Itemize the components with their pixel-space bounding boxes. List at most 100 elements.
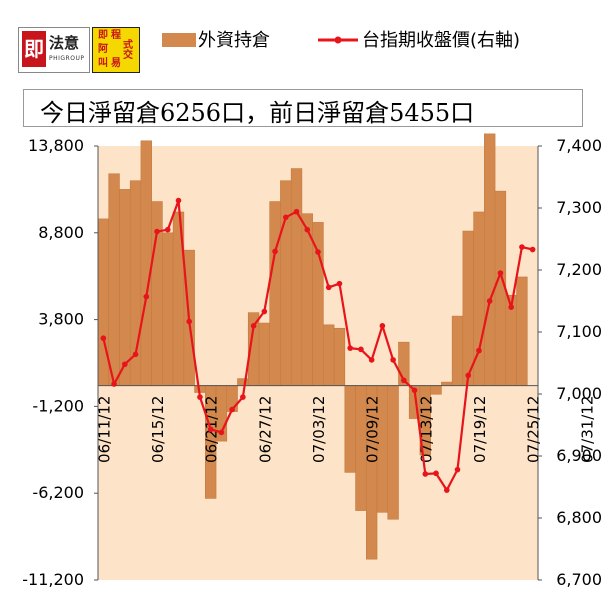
x-tick-label: 06/11/12 bbox=[95, 396, 113, 463]
position-bar bbox=[269, 201, 281, 386]
left-tick-label: 8,800 bbox=[38, 223, 84, 242]
right-tick-label: 7,300 bbox=[556, 198, 602, 217]
x-tick-label: 06/27/12 bbox=[256, 396, 274, 463]
price-point bbox=[143, 293, 150, 300]
brand-mark: 即 bbox=[22, 31, 46, 67]
price-point bbox=[368, 357, 375, 363]
price-point bbox=[529, 246, 536, 253]
price-point bbox=[154, 228, 160, 235]
x-tick-label: 07/09/12 bbox=[364, 396, 382, 463]
x-tick-label: 07/31/12 bbox=[578, 396, 596, 463]
price-point bbox=[229, 406, 235, 413]
logo-char: 式 bbox=[123, 40, 133, 51]
position-bar bbox=[333, 327, 346, 386]
trading-app-logo: 即 程 式 阿 叫 交 易 bbox=[92, 27, 140, 73]
right-tick-label: 6,800 bbox=[556, 508, 602, 527]
position-bar bbox=[484, 133, 496, 386]
price-point bbox=[347, 345, 353, 351]
position-bar bbox=[451, 315, 464, 386]
price-point bbox=[111, 381, 117, 387]
position-bar bbox=[108, 173, 120, 386]
legend-line-swatch bbox=[318, 36, 358, 44]
right-tick-label: 6,700 bbox=[556, 570, 602, 589]
logo-char: 阿 bbox=[98, 44, 108, 55]
price-point bbox=[325, 284, 332, 291]
price-point bbox=[293, 208, 300, 215]
left-tick-label: 13,800 bbox=[28, 136, 84, 155]
legend-bar-swatch bbox=[162, 33, 196, 47]
price-point bbox=[164, 226, 171, 233]
price-point bbox=[454, 466, 461, 473]
legend-line-label: 台指期收盤價(右軸) bbox=[362, 30, 521, 51]
phigroup-logo: 即 法意 PHIGROUP bbox=[18, 27, 90, 73]
left-tick-label: 3,800 bbox=[38, 310, 84, 329]
position-bar bbox=[280, 180, 292, 386]
headline-box: 今日淨留倉6256口，前日淨留倉5455口 bbox=[23, 89, 583, 127]
price-point bbox=[240, 394, 246, 400]
price-point bbox=[465, 372, 472, 379]
price-point bbox=[272, 248, 278, 255]
logo-char: 易 bbox=[111, 58, 121, 69]
price-point bbox=[443, 487, 450, 493]
position-bar bbox=[237, 378, 249, 386]
x-tick-label: 07/19/12 bbox=[471, 396, 489, 463]
legend-bar-label: 外資持倉 bbox=[198, 30, 270, 51]
position-bar bbox=[162, 232, 174, 386]
position-bar bbox=[430, 385, 442, 395]
logo-char: 交 bbox=[123, 50, 133, 61]
x-tick-label: 07/03/12 bbox=[310, 396, 328, 463]
price-point bbox=[422, 471, 429, 477]
position-bar bbox=[516, 276, 528, 386]
price-point bbox=[476, 347, 482, 354]
position-bar bbox=[387, 385, 399, 520]
price-point bbox=[379, 323, 386, 329]
price-point bbox=[207, 426, 214, 433]
brand-name: 法意 bbox=[49, 34, 80, 52]
price-point bbox=[100, 335, 107, 342]
headline-text: 今日淨留倉6256口，前日淨留倉5455口 bbox=[40, 99, 475, 127]
price-point bbox=[358, 346, 364, 353]
price-point bbox=[315, 249, 321, 255]
price-point bbox=[486, 298, 493, 304]
position-bar bbox=[344, 385, 356, 473]
logo-char: 叫 bbox=[98, 58, 108, 69]
x-tick-label: 06/15/12 bbox=[149, 396, 167, 463]
price-point bbox=[132, 351, 139, 358]
left-tick-label: -1,200 bbox=[32, 396, 84, 415]
price-point bbox=[433, 470, 439, 477]
position-bar bbox=[258, 322, 271, 386]
position-bar bbox=[119, 189, 131, 386]
brand-sub: PHIGROUP bbox=[49, 55, 85, 62]
logo-char: 程 bbox=[111, 30, 121, 41]
price-point bbox=[497, 270, 504, 276]
position-bar bbox=[97, 218, 110, 386]
position-bar bbox=[323, 324, 335, 386]
left-tick-label: -11,200 bbox=[22, 570, 84, 589]
x-tick-label: 07/25/12 bbox=[525, 396, 543, 463]
price-point bbox=[283, 214, 289, 221]
price-point bbox=[122, 361, 128, 368]
price-point bbox=[508, 304, 514, 311]
right-tick-label: 7,100 bbox=[556, 322, 602, 341]
price-point bbox=[261, 308, 268, 315]
position-bar bbox=[312, 222, 324, 386]
position-bar bbox=[441, 381, 453, 386]
price-point bbox=[197, 394, 203, 400]
right-tick-label: 6,900 bbox=[556, 446, 602, 465]
price-point bbox=[186, 318, 193, 325]
right-tick-label: 7,000 bbox=[556, 384, 602, 403]
price-point bbox=[218, 429, 225, 436]
price-point bbox=[336, 280, 343, 287]
price-point bbox=[411, 387, 418, 394]
position-bar bbox=[290, 168, 303, 386]
right-tick-label: 7,400 bbox=[556, 136, 602, 155]
logo-char: 即 bbox=[98, 30, 108, 41]
right-tick-label: 7,200 bbox=[556, 260, 602, 279]
price-point bbox=[250, 323, 257, 329]
position-bar bbox=[462, 230, 474, 386]
price-point bbox=[390, 357, 396, 363]
price-point bbox=[175, 197, 182, 204]
left-tick-label: -6,200 bbox=[32, 483, 84, 502]
price-point bbox=[519, 244, 525, 250]
